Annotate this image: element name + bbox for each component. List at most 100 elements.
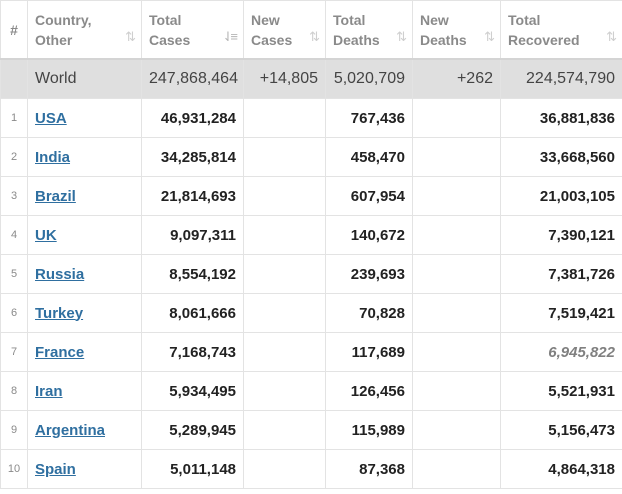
header-total-cases[interactable]: Total Cases ⇃≡: [141, 0, 244, 60]
country-link[interactable]: France: [35, 343, 85, 361]
sort-descending-icon[interactable]: ⇃≡: [222, 29, 239, 44]
sort-icon[interactable]: ⇅: [125, 29, 136, 44]
total-recovered-cell: 33,668,560: [500, 137, 622, 177]
table-header-row: # Country, Other ⇅ Total Cases ⇃≡ New Cases…: [0, 0, 622, 60]
world-new-deaths: +262: [412, 58, 501, 99]
total-cases-cell: 5,011,148: [141, 449, 244, 489]
country-link[interactable]: USA: [35, 109, 67, 127]
sort-icon[interactable]: ⇅: [309, 29, 320, 44]
header-new-cases[interactable]: New Cases ⇅: [243, 0, 326, 60]
country-cell: France: [27, 332, 142, 372]
total-recovered-cell: 5,156,473: [500, 410, 622, 450]
total-cases-cell: 5,289,945: [141, 410, 244, 450]
row-index: 6: [0, 293, 28, 333]
table-row: 1 USA 46,931,284 767,436 36,881,836: [0, 98, 622, 138]
header-index: #: [0, 0, 28, 60]
table-row: 9 Argentina 5,289,945 115,989 5,156,473: [0, 410, 622, 450]
new-deaths-cell: [412, 449, 501, 489]
world-label: World: [27, 58, 142, 99]
total-deaths-cell: 607,954: [325, 176, 413, 216]
country-cell: India: [27, 137, 142, 177]
row-index: 10: [0, 449, 28, 489]
new-cases-cell: [243, 215, 326, 255]
row-index: 7: [0, 332, 28, 372]
table-row: 2 India 34,285,814 458,470 33,668,560: [0, 137, 622, 177]
new-deaths-cell: [412, 332, 501, 372]
total-recovered-cell: 36,881,836: [500, 98, 622, 138]
total-deaths-cell: 458,470: [325, 137, 413, 177]
total-cases-cell: 21,814,693: [141, 176, 244, 216]
total-cases-cell: 8,061,666: [141, 293, 244, 333]
total-cases-cell: 5,934,495: [141, 371, 244, 411]
country-cell: UK: [27, 215, 142, 255]
total-cases-cell: 9,097,311: [141, 215, 244, 255]
header-country[interactable]: Country, Other ⇅: [27, 0, 142, 60]
country-link[interactable]: UK: [35, 226, 57, 244]
total-recovered-cell: 21,003,105: [500, 176, 622, 216]
country-cell: Argentina: [27, 410, 142, 450]
total-recovered-cell: 7,519,421: [500, 293, 622, 333]
row-index: 1: [0, 98, 28, 138]
new-cases-cell: [243, 332, 326, 372]
total-deaths-cell: 140,672: [325, 215, 413, 255]
country-cell: Spain: [27, 449, 142, 489]
country-link[interactable]: Spain: [35, 460, 76, 478]
sort-icon[interactable]: ⇅: [484, 29, 495, 44]
new-cases-cell: [243, 254, 326, 294]
country-cell: Russia: [27, 254, 142, 294]
header-total-deaths[interactable]: Total Deaths ⇅: [325, 0, 413, 60]
header-new-deaths[interactable]: New Deaths ⇅: [412, 0, 501, 60]
new-deaths-cell: [412, 371, 501, 411]
row-index: 4: [0, 215, 28, 255]
total-deaths-cell: 115,989: [325, 410, 413, 450]
total-deaths-cell: 87,368: [325, 449, 413, 489]
country-link[interactable]: India: [35, 148, 71, 166]
country-link[interactable]: Brazil: [35, 187, 76, 205]
new-cases-cell: [243, 98, 326, 138]
sort-icon[interactable]: ⇅: [396, 29, 407, 44]
new-deaths-cell: [412, 176, 501, 216]
header-total-recovered[interactable]: Total Recovered ⇅: [500, 0, 622, 60]
table-row: 3 Brazil 21,814,693 607,954 21,003,105: [0, 176, 622, 216]
world-total-row: World 247,868,464 +14,805 5,020,709 +262…: [0, 58, 622, 99]
row-index: 9: [0, 410, 28, 450]
row-index: 8: [0, 371, 28, 411]
row-index: [0, 58, 28, 99]
header-index-label: #: [10, 21, 18, 38]
country-cell: Brazil: [27, 176, 142, 216]
country-link[interactable]: Turkey: [35, 304, 84, 322]
header-new-cases-label: New Cases: [251, 11, 293, 48]
new-deaths-cell: [412, 254, 501, 294]
header-total-recovered-label: Total Recovered: [508, 11, 580, 48]
total-deaths-cell: 70,828: [325, 293, 413, 333]
total-deaths-cell: 239,693: [325, 254, 413, 294]
header-new-deaths-label: New Deaths: [420, 11, 467, 48]
new-cases-cell: [243, 410, 326, 450]
country-link[interactable]: Russia: [35, 265, 85, 283]
country-cell: Turkey: [27, 293, 142, 333]
total-cases-cell: 34,285,814: [141, 137, 244, 177]
world-total-cases: 247,868,464: [141, 58, 244, 99]
new-deaths-cell: [412, 410, 501, 450]
country-link[interactable]: Iran: [35, 382, 63, 400]
new-cases-cell: [243, 449, 326, 489]
total-deaths-cell: 126,456: [325, 371, 413, 411]
table-row: 5 Russia 8,554,192 239,693 7,381,726: [0, 254, 622, 294]
total-recovered-cell: 6,945,822: [500, 332, 622, 372]
new-deaths-cell: [412, 293, 501, 333]
header-country-label: Country, Other: [35, 11, 92, 48]
total-recovered-cell: 7,381,726: [500, 254, 622, 294]
table-row: 7 France 7,168,743 117,689 6,945,822: [0, 332, 622, 372]
table-row: 4 UK 9,097,311 140,672 7,390,121: [0, 215, 622, 255]
table-row: 8 Iran 5,934,495 126,456 5,521,931: [0, 371, 622, 411]
total-recovered-cell: 7,390,121: [500, 215, 622, 255]
row-index: 5: [0, 254, 28, 294]
country-cell: USA: [27, 98, 142, 138]
new-cases-cell: [243, 371, 326, 411]
total-deaths-cell: 117,689: [325, 332, 413, 372]
world-total-deaths: 5,020,709: [325, 58, 413, 99]
country-link[interactable]: Argentina: [35, 421, 106, 439]
sort-icon[interactable]: ⇅: [606, 29, 617, 44]
new-cases-cell: [243, 293, 326, 333]
